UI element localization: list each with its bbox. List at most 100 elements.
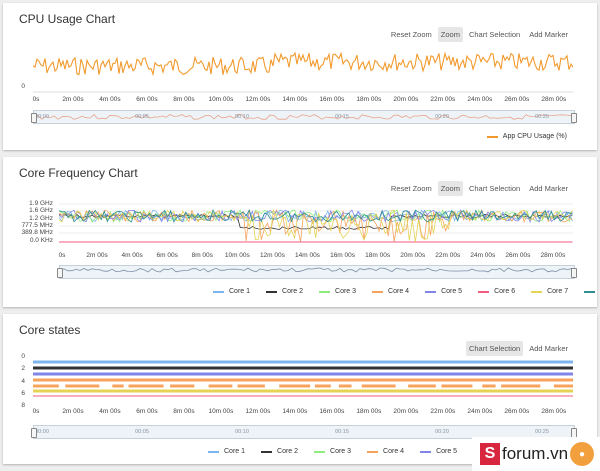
cpu-navigator-right-handle[interactable] — [571, 113, 577, 123]
cpu-zoom-button[interactable]: Zoom — [437, 27, 463, 42]
x-tick-label: 28m 00s — [541, 408, 567, 415]
y-tick-label: 2 — [21, 365, 25, 373]
x-tick-label: 22m 00s — [430, 96, 456, 103]
cpu-add-marker-button[interactable]: Add Marker — [529, 30, 568, 39]
legend-item-6[interactable]: Core 6 — [478, 288, 515, 295]
legend-line-icon — [213, 290, 224, 293]
cpu-chart-selection-button[interactable]: Chart Selection — [468, 30, 521, 39]
core-7-frequency-series — [59, 208, 573, 242]
core-5-frequency-series — [59, 208, 573, 224]
x-tick-label: 8m 00s — [191, 252, 213, 259]
x-tick-label: 6m 00s — [136, 96, 158, 103]
y-tick-label: 1.6 GHz — [29, 207, 53, 215]
y-tick-label: 6 — [21, 389, 25, 397]
legend-item-3[interactable]: Core 3 — [319, 288, 356, 295]
legend-item-7[interactable]: Core 7 — [531, 288, 568, 295]
y-tick-label: 389.8 MHz — [21, 229, 53, 237]
cpu-legend-item[interactable]: App CPU Usage (%) — [486, 133, 567, 140]
freq-navigator-left-handle[interactable] — [57, 268, 63, 278]
y-tick-label: 0 — [21, 353, 25, 360]
x-tick-label: 22m 00s — [435, 252, 461, 259]
legend-item-1[interactable]: Core 1 — [213, 288, 250, 295]
cpu-navigator[interactable]: 00:00 00:05 00:10 00:15 00:20 00:25 — [31, 110, 577, 124]
x-tick-label: 10m 00s — [208, 408, 234, 415]
x-tick-label: 26m 00s — [505, 252, 531, 259]
x-tick-label: 6m 00s — [156, 252, 178, 259]
cpu-toolbar: Reset Zoom Zoom Chart Selection Add Mark… — [388, 27, 571, 42]
states-chart-title: Core states — [19, 323, 81, 337]
x-tick-label: 20m 00s — [393, 408, 419, 415]
freq-zoom-button[interactable]: Zoom — [437, 181, 463, 196]
legend-line-icon — [261, 450, 273, 453]
states-add-marker-button[interactable]: Add Marker — [529, 344, 568, 353]
y-tick-label: 0.0 KHz — [29, 236, 53, 244]
x-tick-label: 12m 00s — [259, 252, 285, 259]
legend-line-icon — [208, 450, 219, 453]
x-tick-label: 2m 00s — [86, 252, 108, 259]
legend-label: Core 1 — [229, 288, 251, 295]
freq-navigator[interactable] — [57, 265, 577, 279]
freq-legend: Core 1 Core 2 Core 3 Core 4 Core 5 Core 6 Core… — [213, 288, 600, 295]
core-4-frequency-series — [59, 208, 573, 242]
navigator-tick-label: 00:10 — [235, 114, 249, 120]
states-navigator-left-handle[interactable] — [31, 428, 37, 438]
states-navigator[interactable]: 00:00 00:05 00:10 00:15 00:20 00:25 — [31, 425, 577, 439]
legend-item-5[interactable]: Core 5 — [425, 288, 462, 295]
cpu-usage-plot[interactable] — [33, 48, 573, 93]
cpu-navigator-line — [34, 114, 574, 120]
legend-item-5[interactable]: Core 5 — [420, 448, 457, 455]
x-tick-label: 4m 00s — [121, 252, 143, 259]
legend-item-8[interactable]: Core 8 — [584, 288, 600, 295]
cpu-y-tick: 0 — [21, 83, 25, 90]
core-frequency-plot[interactable] — [59, 202, 573, 247]
freq-navigator-right-handle[interactable] — [571, 268, 577, 278]
x-tick-label: 16m 00s — [330, 252, 356, 259]
x-tick-label: 24m 00s — [470, 252, 496, 259]
x-tick-label: 2m 00s — [62, 408, 84, 415]
forum-watermark-logo: S forum.vn ● — [472, 437, 600, 471]
freq-add-marker-button[interactable]: Add Marker — [529, 184, 568, 193]
core-3-frequency-series — [59, 208, 573, 223]
navigator-tick-label: 00:15 — [335, 429, 349, 435]
cpu-reset-zoom-button[interactable]: Reset Zoom — [390, 30, 432, 39]
legend-label: Core 4 — [388, 288, 410, 295]
core-8-frequency-series — [59, 208, 573, 223]
x-tick-label: 24m 00s — [467, 408, 493, 415]
brand-name: forum.vn — [502, 444, 569, 463]
x-tick-label: 16m 00s — [319, 96, 345, 103]
legend-item-2[interactable]: Core 2 — [261, 448, 298, 455]
core-frequency-card: Core Frequency Chart Reset Zoom Zoom Cha… — [3, 157, 597, 307]
legend-item-4[interactable]: Core 4 — [372, 288, 409, 295]
x-tick-label: 0s — [32, 408, 40, 415]
legend-item-3[interactable]: Core 3 — [314, 448, 351, 455]
navigator-tick-label: 00:00 — [35, 429, 49, 435]
x-tick-label: 22m 00s — [430, 408, 456, 415]
legend-label: App CPU Usage (%) — [502, 133, 567, 140]
legend-label: Core 1 — [224, 448, 246, 455]
x-tick-label: 14m 00s — [282, 96, 308, 103]
x-tick-label: 18m 00s — [365, 252, 391, 259]
freq-navigator-line — [60, 267, 573, 273]
navigator-tick-label: 00:25 — [535, 114, 549, 120]
y-tick-label: 1.2 GHz — [29, 214, 53, 222]
freq-navigator-series — [60, 267, 573, 273]
cpu-legend: App CPU Usage (%) — [486, 133, 567, 140]
states-chart-selection-button[interactable]: Chart Selection — [465, 341, 524, 356]
legend-item-1[interactable]: Core 1 — [208, 448, 245, 455]
legend-line-icon — [314, 450, 326, 453]
navigator-tick-label: 00:15 — [335, 114, 349, 120]
freq-chart-selection-button[interactable]: Chart Selection — [468, 184, 521, 193]
freq-reset-zoom-button[interactable]: Reset Zoom — [390, 184, 432, 193]
cpu-navigator-left-handle[interactable] — [31, 113, 37, 123]
core-states-plot[interactable] — [33, 354, 573, 399]
freq-toolbar: Reset Zoom Zoom Chart Selection Add Mark… — [388, 181, 571, 196]
legend-item-4[interactable]: Core 4 — [367, 448, 404, 455]
navigator-tick-label: 00:10 — [235, 429, 249, 435]
x-tick-label: 18m 00s — [356, 408, 382, 415]
x-tick-label: 12m 00s — [245, 408, 271, 415]
legend-item-2[interactable]: Core 2 — [266, 288, 303, 295]
brand-s-icon: S — [480, 443, 500, 465]
x-tick-label: 6m 00s — [136, 408, 158, 415]
x-tick-label: 16m 00s — [319, 408, 345, 415]
y-tick-label: 1.9 GHz — [29, 200, 53, 207]
